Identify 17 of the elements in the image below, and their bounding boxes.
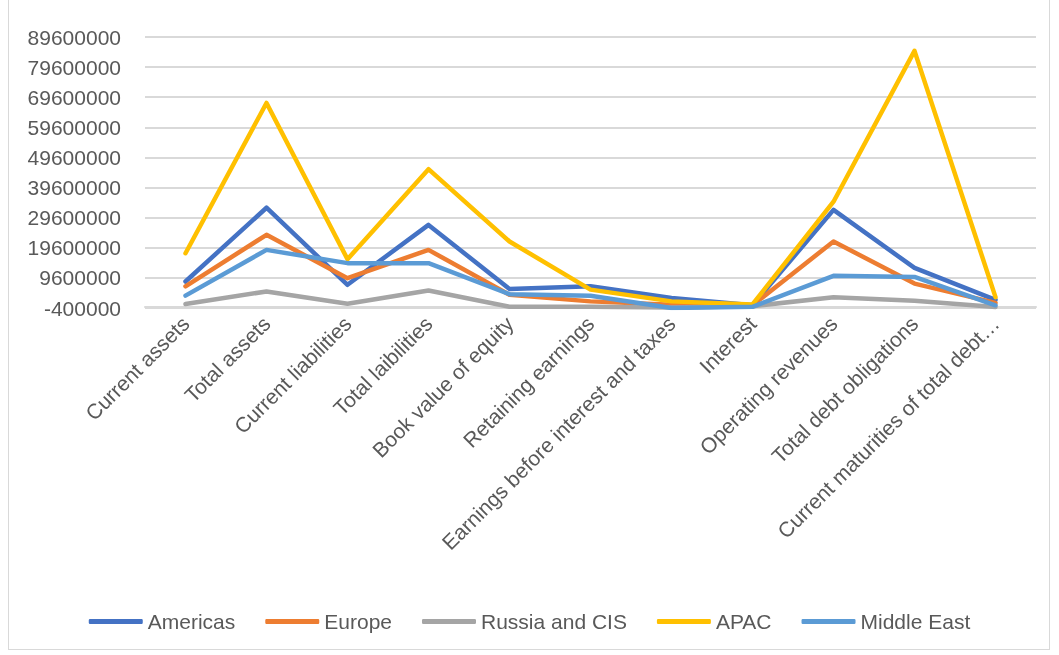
legend-label: Middle East bbox=[860, 610, 971, 633]
y-tick-label: 39600000 bbox=[27, 176, 121, 200]
y-tick-label: -400000 bbox=[43, 296, 121, 320]
y-tick-label: 89600000 bbox=[27, 25, 121, 49]
legend-label: APAC bbox=[715, 610, 772, 633]
y-tick-label: 69600000 bbox=[27, 85, 121, 109]
legend-label: Russia and CIS bbox=[480, 610, 627, 633]
y-tick-label: 19600000 bbox=[27, 236, 121, 260]
legend-label: Europe bbox=[324, 610, 392, 633]
legend-label: Americas bbox=[147, 610, 236, 633]
y-tick-label: 79600000 bbox=[27, 55, 121, 79]
y-tick-label: 59600000 bbox=[27, 115, 121, 139]
line-series bbox=[183, 247, 998, 311]
y-tick-label: 29600000 bbox=[27, 206, 121, 230]
y-tick-label: 49600000 bbox=[27, 145, 121, 169]
line-series bbox=[183, 48, 998, 307]
y-tick-label: 9600000 bbox=[39, 266, 121, 290]
